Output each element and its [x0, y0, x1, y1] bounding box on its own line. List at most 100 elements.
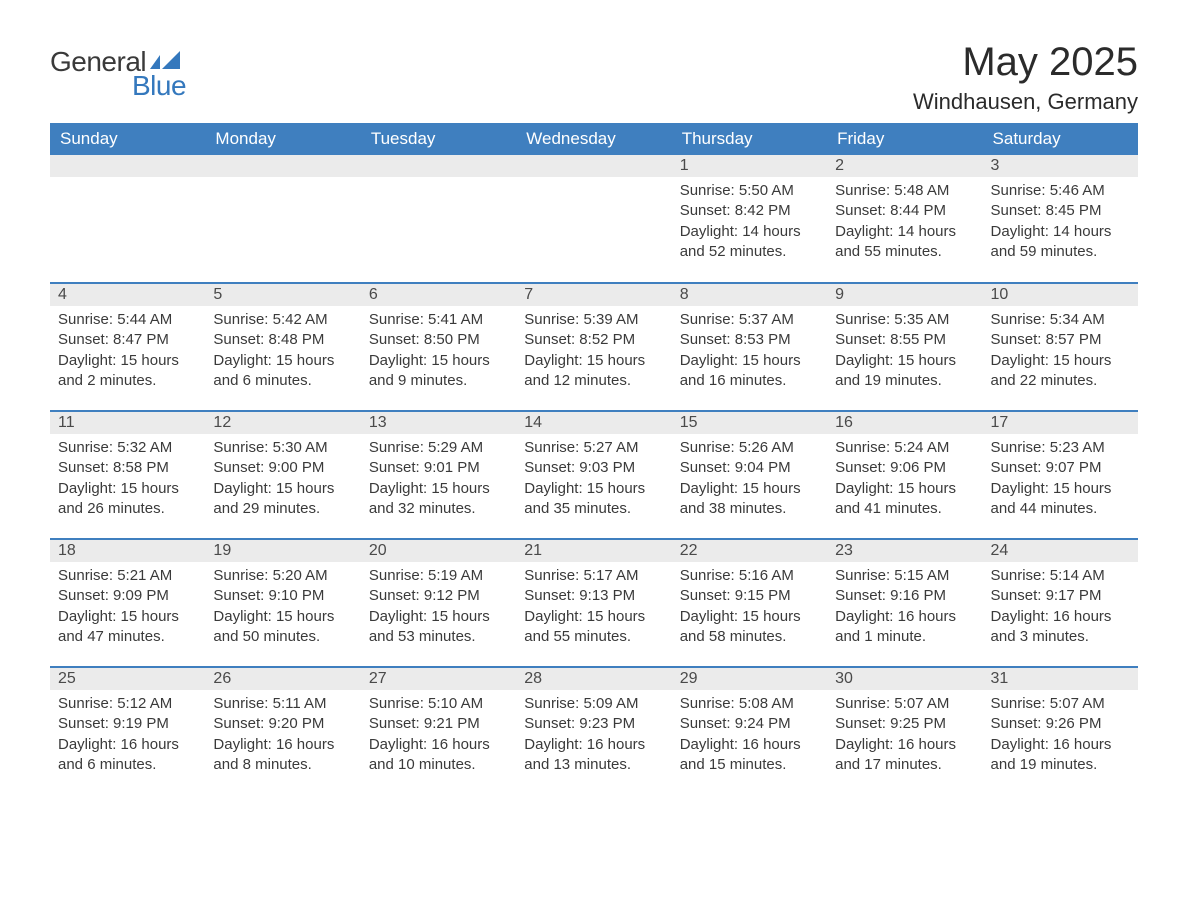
- detail-value: 5:37 AM: [735, 311, 794, 328]
- detail-value: 5:29 AM: [424, 439, 483, 456]
- day-number: 19: [205, 540, 360, 562]
- detail-value: 9:23 PM: [575, 715, 635, 732]
- day-number: 3: [983, 155, 1138, 177]
- detail-value: 5:14 AM: [1046, 567, 1105, 584]
- detail-label: Daylight:: [58, 608, 116, 625]
- detail-value: 5:12 AM: [113, 695, 172, 712]
- detail-value: 8:57 PM: [1041, 331, 1101, 348]
- detail-value: 9:15 PM: [731, 587, 791, 604]
- detail-label: Sunset:: [835, 202, 886, 219]
- day-details: Sunrise: 5:39 AMSunset: 8:52 PMDaylight:…: [516, 306, 671, 401]
- day-number: 1: [672, 155, 827, 177]
- calendar-week-row: 11Sunrise: 5:32 AMSunset: 8:58 PMDayligh…: [50, 411, 1138, 539]
- detail-label: Sunset:: [213, 587, 264, 604]
- detail-value: 9:26 PM: [1041, 715, 1101, 732]
- calendar-table: SundayMondayTuesdayWednesdayThursdayFrid…: [50, 123, 1138, 795]
- detail-label: Daylight:: [524, 480, 582, 497]
- detail-label: Sunset:: [835, 331, 886, 348]
- detail-value: 5:16 AM: [735, 567, 794, 584]
- detail-value: 8:53 PM: [731, 331, 791, 348]
- detail-label: Sunrise:: [680, 439, 735, 456]
- detail-label: Sunrise:: [213, 567, 268, 584]
- day-number: 10: [983, 284, 1138, 306]
- detail-label: Sunrise:: [991, 695, 1046, 712]
- detail-label: Sunrise:: [58, 695, 113, 712]
- calendar-week-row: 25Sunrise: 5:12 AMSunset: 9:19 PMDayligh…: [50, 667, 1138, 795]
- day-details: Sunrise: 5:15 AMSunset: 9:16 PMDaylight:…: [827, 562, 982, 657]
- detail-label: Sunset:: [991, 459, 1042, 476]
- detail-value: 8:44 PM: [886, 202, 946, 219]
- day-details: Sunrise: 5:07 AMSunset: 9:26 PMDaylight:…: [983, 690, 1138, 785]
- empty-daynum: [516, 155, 671, 177]
- detail-value: 9:03 PM: [575, 459, 635, 476]
- detail-value: 8:47 PM: [109, 331, 169, 348]
- detail-label: Sunset:: [680, 202, 731, 219]
- detail-value: 9:24 PM: [731, 715, 791, 732]
- calendar-cell: 15Sunrise: 5:26 AMSunset: 9:04 PMDayligh…: [672, 411, 827, 539]
- detail-value: 5:27 AM: [579, 439, 638, 456]
- detail-value: 5:39 AM: [579, 311, 638, 328]
- weekday-header: Wednesday: [516, 123, 671, 155]
- detail-label: Daylight:: [369, 736, 427, 753]
- detail-label: Sunrise:: [680, 311, 735, 328]
- detail-label: Daylight:: [524, 352, 582, 369]
- detail-label: Daylight:: [835, 736, 893, 753]
- detail-label: Sunrise:: [369, 695, 424, 712]
- day-details: Sunrise: 5:11 AMSunset: 9:20 PMDaylight:…: [205, 690, 360, 785]
- day-details: Sunrise: 5:34 AMSunset: 8:57 PMDaylight:…: [983, 306, 1138, 401]
- detail-value: 5:30 AM: [268, 439, 327, 456]
- detail-value: 5:41 AM: [424, 311, 483, 328]
- day-number: 6: [361, 284, 516, 306]
- day-number: 24: [983, 540, 1138, 562]
- detail-label: Daylight:: [680, 352, 738, 369]
- detail-label: Sunset:: [369, 715, 420, 732]
- calendar-cell: 16Sunrise: 5:24 AMSunset: 9:06 PMDayligh…: [827, 411, 982, 539]
- detail-label: Sunrise:: [835, 182, 890, 199]
- day-details: Sunrise: 5:09 AMSunset: 9:23 PMDaylight:…: [516, 690, 671, 785]
- day-details: Sunrise: 5:07 AMSunset: 9:25 PMDaylight:…: [827, 690, 982, 785]
- detail-label: Sunrise:: [58, 567, 113, 584]
- detail-label: Sunset:: [835, 587, 886, 604]
- detail-value: 5:35 AM: [890, 311, 949, 328]
- calendar-cell: 11Sunrise: 5:32 AMSunset: 8:58 PMDayligh…: [50, 411, 205, 539]
- day-details: Sunrise: 5:17 AMSunset: 9:13 PMDaylight:…: [516, 562, 671, 657]
- detail-label: Sunrise:: [835, 695, 890, 712]
- detail-value: 5:23 AM: [1046, 439, 1105, 456]
- detail-value: 5:07 AM: [1046, 695, 1105, 712]
- detail-value: 5:09 AM: [579, 695, 638, 712]
- day-details: Sunrise: 5:10 AMSunset: 9:21 PMDaylight:…: [361, 690, 516, 785]
- detail-value: 8:42 PM: [731, 202, 791, 219]
- detail-value: 5:19 AM: [424, 567, 483, 584]
- day-number: 26: [205, 668, 360, 690]
- day-number: 7: [516, 284, 671, 306]
- detail-label: Sunset:: [680, 715, 731, 732]
- detail-label: Daylight:: [58, 480, 116, 497]
- detail-label: Sunset:: [58, 331, 109, 348]
- flag-icon: [150, 51, 180, 71]
- day-number: 14: [516, 412, 671, 434]
- day-number: 15: [672, 412, 827, 434]
- day-details: Sunrise: 5:12 AMSunset: 9:19 PMDaylight:…: [50, 690, 205, 785]
- calendar-cell: 8Sunrise: 5:37 AMSunset: 8:53 PMDaylight…: [672, 283, 827, 411]
- weekday-header: Friday: [827, 123, 982, 155]
- detail-value: 9:13 PM: [575, 587, 635, 604]
- detail-label: Daylight:: [369, 480, 427, 497]
- day-details: Sunrise: 5:27 AMSunset: 9:03 PMDaylight:…: [516, 434, 671, 529]
- day-details: Sunrise: 5:30 AMSunset: 9:00 PMDaylight:…: [205, 434, 360, 529]
- calendar-cell: 30Sunrise: 5:07 AMSunset: 9:25 PMDayligh…: [827, 667, 982, 795]
- day-details: Sunrise: 5:16 AMSunset: 9:15 PMDaylight:…: [672, 562, 827, 657]
- detail-label: Sunset:: [991, 331, 1042, 348]
- calendar-cell: [516, 155, 671, 283]
- detail-value: 5:15 AM: [890, 567, 949, 584]
- detail-label: Sunrise:: [524, 311, 579, 328]
- detail-label: Sunrise:: [835, 439, 890, 456]
- detail-value: 5:48 AM: [890, 182, 949, 199]
- title-block: May 2025 Windhausen, Germany: [913, 40, 1138, 115]
- detail-value: 5:24 AM: [890, 439, 949, 456]
- detail-label: Sunrise:: [991, 182, 1046, 199]
- day-number: 28: [516, 668, 671, 690]
- calendar-cell: 10Sunrise: 5:34 AMSunset: 8:57 PMDayligh…: [983, 283, 1138, 411]
- detail-label: Daylight:: [680, 480, 738, 497]
- weekday-header: Thursday: [672, 123, 827, 155]
- day-number: 9: [827, 284, 982, 306]
